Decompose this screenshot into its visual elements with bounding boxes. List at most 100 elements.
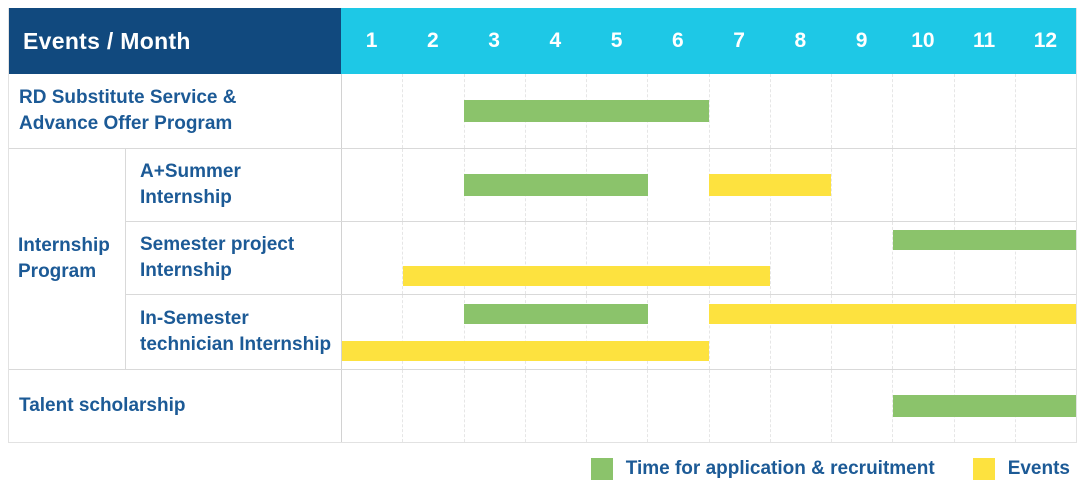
- month-column: [526, 295, 587, 369]
- bar-in-semester-technician-internship-event: [342, 340, 709, 361]
- month-column: [342, 295, 404, 369]
- month-column: [342, 370, 404, 442]
- months-area-talent-scholarship: [341, 370, 1076, 442]
- month-column: [893, 222, 955, 294]
- bar-talent-scholarship-application: [892, 395, 1076, 417]
- application-color-swatch: [590, 458, 613, 480]
- month-column: [648, 295, 710, 369]
- month-header-2: 2: [427, 29, 439, 52]
- months-area-in-semester-technician-internship: [341, 295, 1076, 369]
- legend-label-application: Time for application & recruitment: [625, 458, 935, 479]
- month-column: [832, 295, 894, 369]
- month-column: [587, 370, 649, 442]
- month-header-row: 1 2 3 4 5 6 7 8 9 10 11 12: [341, 8, 1076, 74]
- month-column: [955, 74, 1016, 148]
- bar-line: [342, 258, 1076, 294]
- bar-a-plus-summer-internship-event: [709, 174, 832, 196]
- month-column: [342, 222, 404, 294]
- month-header-6: 6: [672, 29, 684, 52]
- months-area-semester-project-internship: [341, 222, 1076, 294]
- bar-lines: [342, 222, 1076, 294]
- month-column: [648, 222, 710, 294]
- month-column: [832, 222, 894, 294]
- bar-semester-project-internship-application: [892, 230, 1076, 250]
- month-column: [710, 74, 771, 148]
- month-header-4: 4: [549, 29, 562, 52]
- month-column: [587, 222, 649, 294]
- bar-semester-project-internship-event: [403, 266, 771, 286]
- month-header-7: 7: [733, 29, 745, 52]
- month-header-11: 11: [973, 29, 996, 52]
- month-gridlines: [342, 295, 1076, 369]
- month-column: [465, 295, 526, 369]
- month-column: [648, 74, 710, 148]
- bar-line: [342, 74, 1076, 148]
- legend-label-events: Events: [1007, 458, 1070, 479]
- table-body: RD Substitute Service & Advance Offer Pro…: [9, 74, 1076, 442]
- row-talent-scholarship: Talent scholarship: [9, 369, 1076, 442]
- month-column: [710, 295, 771, 369]
- month-column: [465, 370, 526, 442]
- bar-line: [342, 222, 1076, 258]
- row-label-semester-project-internship: Semester project Internship: [140, 234, 295, 281]
- months-area-a-plus-summer-internship: [341, 149, 1076, 221]
- month-column: [771, 222, 832, 294]
- bar-in-semester-technician-internship-event: [709, 303, 1076, 324]
- month-column: [893, 74, 955, 148]
- month-column: [465, 222, 526, 294]
- gantt-table: Events / Month 1 2 3 4 5 6 7 8 9 10 11 12 RD Substi…: [8, 8, 1077, 443]
- month-column: [526, 370, 587, 442]
- event-color-swatch: [972, 458, 995, 480]
- row-a-plus-summer-internship: A+Summer Internship: [126, 149, 1076, 221]
- row-label-in-semester-technician-internship: In-Semester technician Internship: [140, 308, 332, 355]
- row-label-talent-scholarship: Talent scholarship: [19, 395, 186, 416]
- month-column: [771, 149, 832, 221]
- month-column: [955, 222, 1016, 294]
- month-column: [955, 295, 1016, 369]
- legend-item-events: Events: [972, 458, 1070, 480]
- month-column: [342, 149, 404, 221]
- month-column: [710, 222, 771, 294]
- events-month-header: Events / Month: [9, 8, 341, 74]
- bar-line: [342, 149, 1076, 221]
- bar-lines: [342, 149, 1076, 221]
- month-column: [403, 295, 465, 369]
- month-column: [526, 222, 587, 294]
- month-column: [955, 149, 1016, 221]
- month-column: [771, 295, 832, 369]
- month-column: [403, 370, 465, 442]
- month-gridlines: [342, 222, 1076, 294]
- months-area-rd-substitute-service: [341, 74, 1076, 148]
- month-column: [832, 74, 894, 148]
- month-header-3: 3: [488, 29, 500, 52]
- row-label-rd-substitute-service: RD Substitute Service & Advance Offer Pro…: [19, 87, 237, 134]
- month-column: [893, 149, 955, 221]
- month-header-1: 1: [365, 29, 378, 52]
- group-label-internship-program: Internship Program: [18, 235, 110, 282]
- row-label-a-plus-summer-internship: A+Summer Internship: [140, 161, 241, 208]
- month-header-9: 9: [855, 29, 868, 52]
- month-header-5: 5: [610, 29, 623, 52]
- month-column: [771, 370, 832, 442]
- month-column: [587, 295, 649, 369]
- month-header-8: 8: [794, 29, 807, 52]
- bar-in-semester-technician-internship-application: [464, 303, 648, 324]
- group-internship-program: Internship Program A+Summer Internship Semes…: [9, 148, 1076, 369]
- row-in-semester-technician-internship: In-Semester technician Internship: [126, 294, 1076, 369]
- legend: Time for application & recruitment Event…: [590, 458, 1070, 480]
- group-rows: A+Summer Internship Semester project Intern…: [125, 149, 1076, 369]
- month-column: [648, 149, 710, 221]
- month-column: [403, 149, 465, 221]
- bar-line: [342, 370, 1076, 442]
- month-column: [648, 370, 710, 442]
- bar-lines: [342, 74, 1076, 148]
- legend-item-application: Time for application & recruitment: [590, 458, 935, 480]
- bar-lines: [342, 295, 1076, 369]
- month-column: [403, 74, 465, 148]
- month-header-10: 10: [911, 29, 935, 52]
- month-header-12: 12: [1033, 29, 1058, 52]
- month-column: [403, 222, 465, 294]
- bar-line: [342, 332, 1076, 369]
- month-column: [893, 295, 955, 369]
- month-column: [710, 370, 771, 442]
